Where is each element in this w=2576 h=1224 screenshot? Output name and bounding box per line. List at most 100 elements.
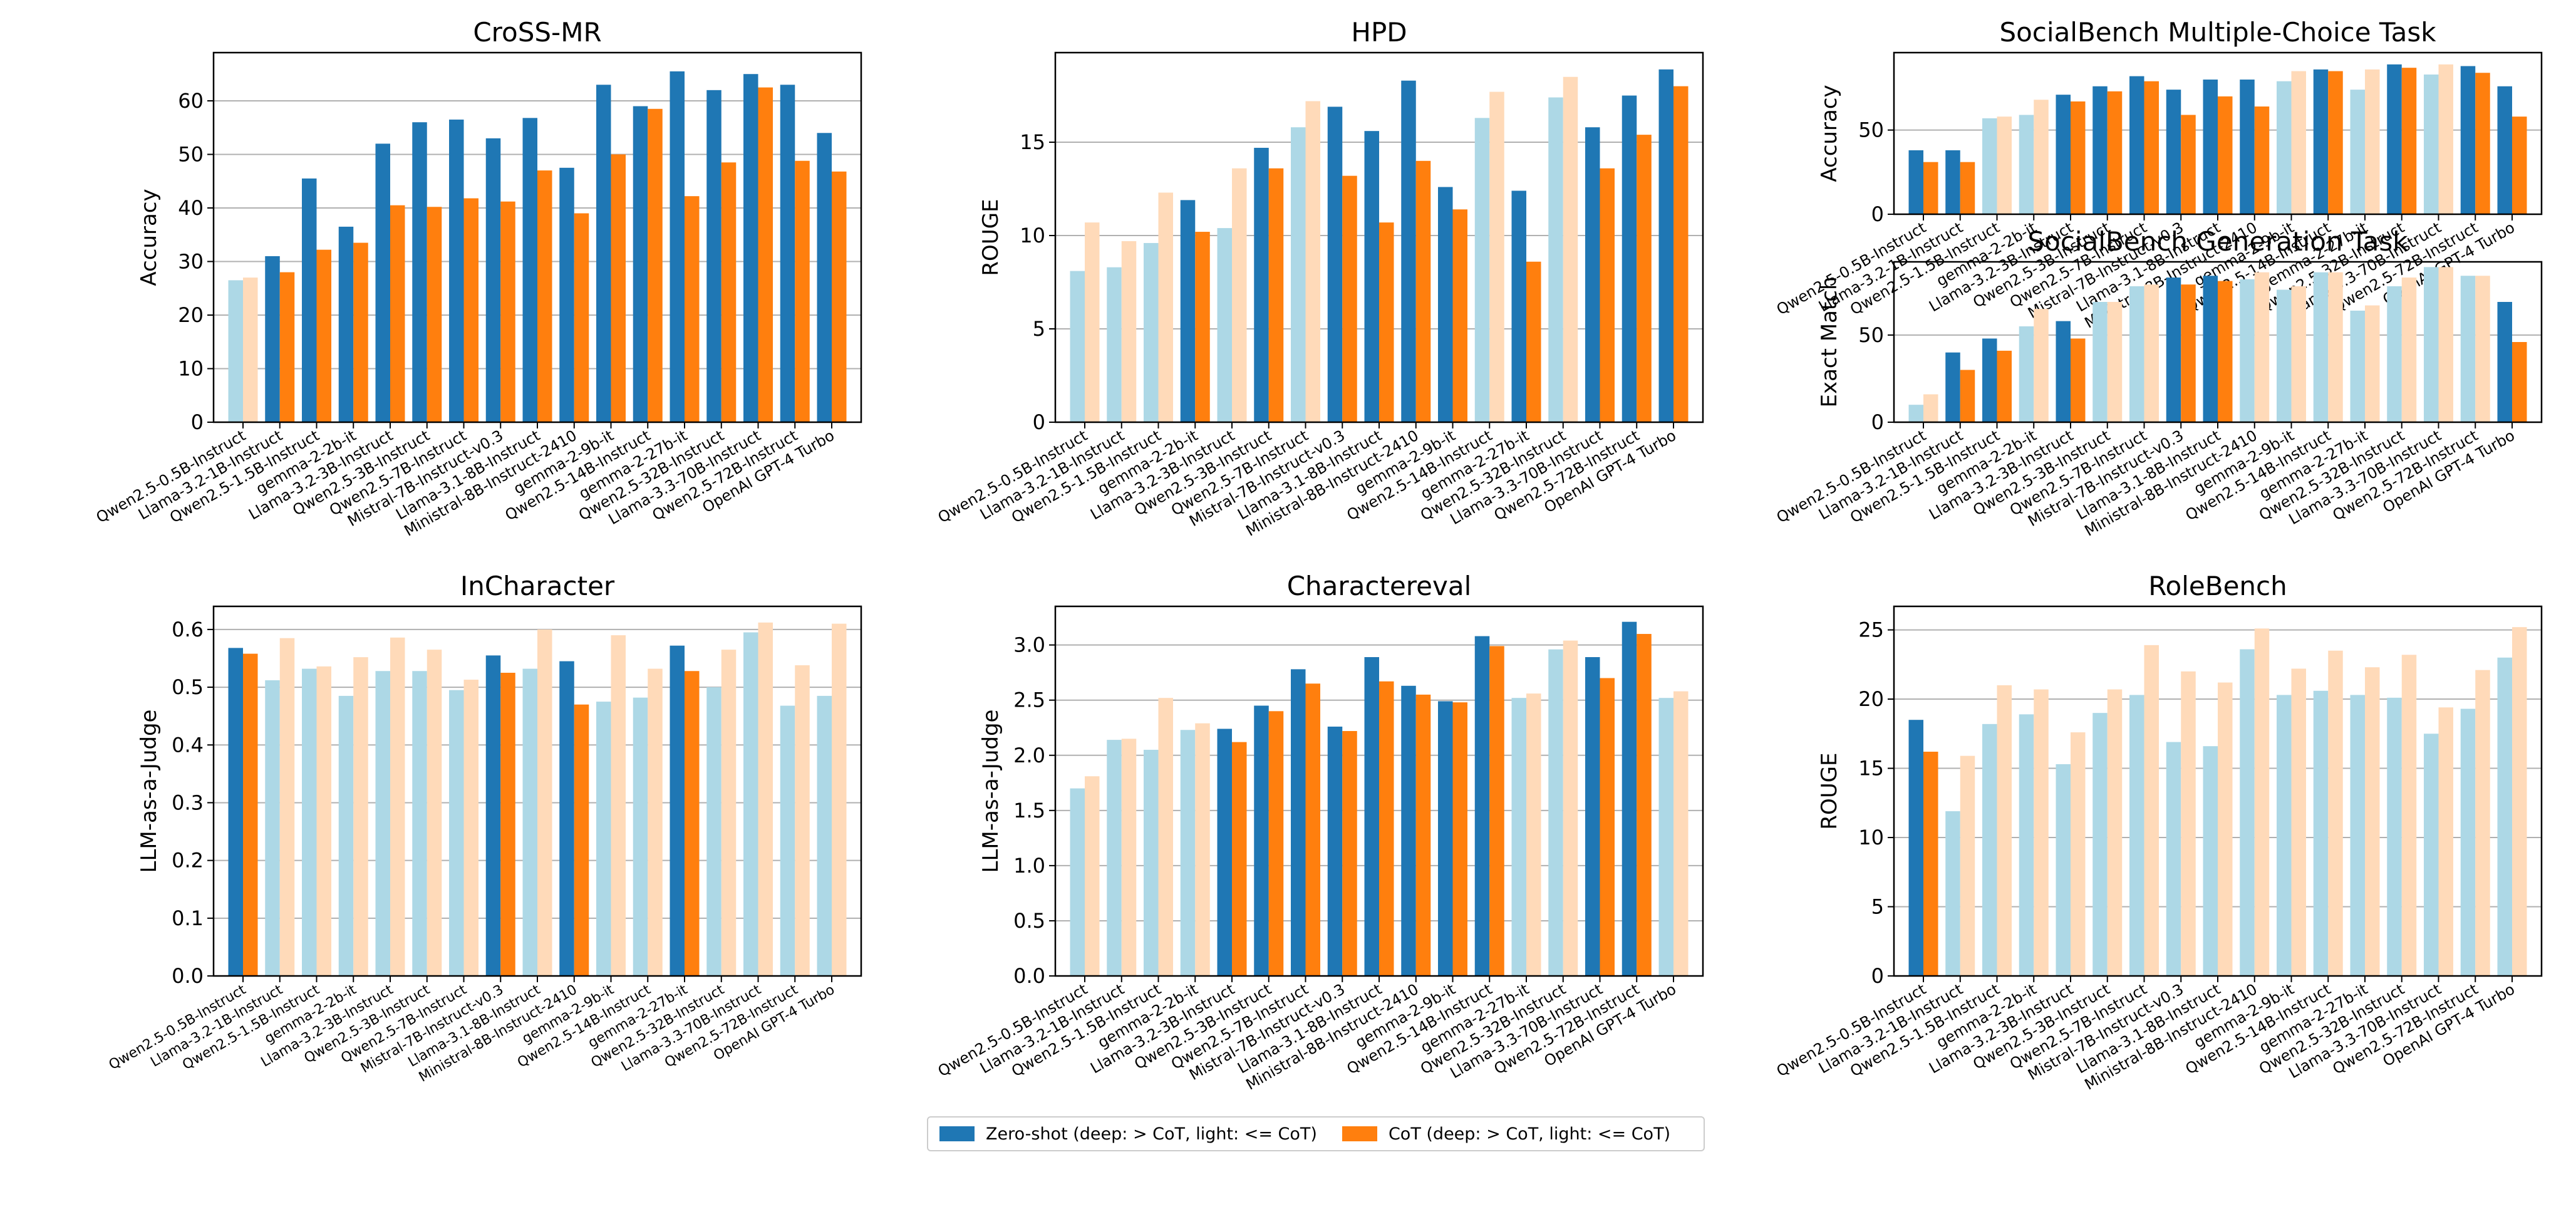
bar-cot-qwen2-5-7b-instruct <box>1305 683 1320 976</box>
bar-zero-shot-qwen2-5-3b-instruct <box>412 671 427 976</box>
bar-cot-gemma-2-27b-it <box>2365 667 2380 976</box>
bar-cot-llama-3-2-1b-instruct <box>279 272 295 422</box>
bar-zero-shot-qwen2-5-32b-instruct <box>1548 97 1563 423</box>
y-axis-label: Accuracy <box>1817 85 1842 182</box>
bar-zero-shot-qwen2-5-0-5b-instruct <box>1908 720 1923 976</box>
bar-cot-qwen2-5-14b-instruct <box>648 108 663 423</box>
y-tick-label: 3.0 <box>1013 633 1045 657</box>
bar-zero-shot-llama-3-2-1b-instruct <box>1107 267 1122 422</box>
bar-cot-gemma-2-27b-it <box>1526 693 1541 976</box>
bar-cot-qwen2-5-32b-instruct <box>2401 68 2417 214</box>
bar-cot-mistral-7b-instruct-v0-3 <box>2181 671 2196 976</box>
y-tick-label: 30 <box>178 249 204 273</box>
bar-cot-llama-3-3-70b-instruct <box>2438 707 2453 976</box>
bar-zero-shot-gemma-2-2b-it <box>2019 326 2034 422</box>
bar-zero-shot-gemma-2-27b-it <box>2350 695 2365 976</box>
bar-cot-qwen2-5-72b-instruct <box>2475 276 2490 422</box>
bar-zero-shot-qwen2-5-3b-instruct <box>412 122 427 422</box>
bar-cot-qwen2-5-3b-instruct <box>427 650 442 976</box>
bar-cot-llama-3-2-1b-instruct <box>1960 755 1975 976</box>
bar-cot-ministral-8b-instruct-2410 <box>574 213 589 422</box>
bar-cot-qwen2-5-7b-instruct <box>2144 81 2159 214</box>
bar-cot-mistral-7b-instruct-v0-3 <box>2181 284 2196 422</box>
bar-zero-shot-qwen2-5-0-5b-instruct <box>1908 405 1923 422</box>
bar-cot-qwen2-5-1-5b-instruct <box>316 666 331 976</box>
legend-item-zero-shot: Zero-shot (deep: > CoT, light: <= CoT) <box>939 1124 1317 1144</box>
bar-cot-openai-gpt-4-turbo <box>2512 342 2527 422</box>
y-tick-label: 0.2 <box>172 849 204 873</box>
bar-cot-llama-3-2-1b-instruct <box>1960 370 1975 422</box>
bar-cot-qwen2-5-14b-instruct <box>2328 650 2343 976</box>
bar-zero-shot-qwen2-5-14b-instruct <box>2313 69 2329 214</box>
bar-zero-shot-ministral-8b-instruct-2410 <box>1401 685 1416 976</box>
chart-title: Charactereval <box>1287 571 1472 601</box>
bar-cot-ministral-8b-instruct-2410 <box>1415 160 1431 422</box>
bar-cot-qwen2-5-72b-instruct <box>795 160 810 422</box>
bar-cot-mistral-7b-instruct-v0-3 <box>1342 175 1357 422</box>
bar-cot-llama-3-1-8b-instruct <box>1379 222 1394 422</box>
bar-zero-shot-ministral-8b-instruct-2410 <box>559 167 574 422</box>
bar-zero-shot-qwen2-5-1-5b-instruct <box>1144 749 1159 976</box>
bar-cot-llama-3-3-70b-instruct <box>758 87 773 422</box>
bar-cot-qwen2-5-72b-instruct <box>1637 634 1652 976</box>
bar-zero-shot-openai-gpt-4-turbo <box>1658 698 1673 976</box>
bar-cot-qwen2-5-7b-instruct <box>2144 645 2159 976</box>
bar-zero-shot-llama-3-3-70b-instruct <box>1585 127 1600 422</box>
bar-zero-shot-qwen2-5-32b-instruct <box>2387 286 2402 422</box>
bar-cot-qwen2-5-3b-instruct <box>1268 168 1284 422</box>
bar-zero-shot-llama-3-2-1b-instruct <box>265 680 280 976</box>
bar-cot-openai-gpt-4-turbo <box>1673 691 1689 976</box>
bar-zero-shot-llama-3-3-70b-instruct <box>2424 267 2439 422</box>
bar-zero-shot-mistral-7b-instruct-v0-3 <box>2166 277 2181 422</box>
bar-cot-qwen2-5-72b-instruct <box>1637 135 1652 422</box>
axes-frame <box>1054 51 1704 423</box>
legend-label-zero-shot: Zero-shot (deep: > CoT, light: <= CoT) <box>986 1124 1317 1144</box>
bar-cot-gemma-2-9b-it <box>2291 286 2306 422</box>
bar-zero-shot-gemma-2-27b-it <box>1511 698 1526 976</box>
y-axis-label: LLM-as-a-Judge <box>978 710 1003 873</box>
y-tick-label: 0 <box>1033 410 1045 434</box>
y-tick-label: 5 <box>1033 317 1045 341</box>
bar-zero-shot-qwen2-5-0-5b-instruct <box>1908 150 1923 214</box>
bar-zero-shot-llama-3-2-1b-instruct <box>1945 352 1960 422</box>
bar-cot-llama-3-2-3b-instruct <box>1232 742 1247 976</box>
y-tick-label: 0.3 <box>172 791 204 814</box>
bar-cot-gemma-2-9b-it <box>1452 209 1467 422</box>
y-tick-label: 0.5 <box>172 675 204 699</box>
bar-zero-shot-llama-3-2-3b-instruct <box>1217 228 1232 422</box>
bar-cot-llama-3-2-3b-instruct <box>2071 732 2086 976</box>
bar-zero-shot-qwen2-5-7b-instruct <box>1291 669 1306 976</box>
axes-frame <box>1054 605 1704 977</box>
bar-zero-shot-gemma-2-9b-it <box>1438 187 1453 422</box>
bar-zero-shot-qwen2-5-3b-instruct <box>2092 713 2108 976</box>
y-axis-label: Accuracy <box>137 189 162 286</box>
bar-zero-shot-ministral-8b-instruct-2410 <box>1401 80 1416 423</box>
bar-cot-qwen2-5-14b-instruct <box>648 668 663 976</box>
bar-cot-qwen2-5-7b-instruct <box>463 680 478 976</box>
bar-cot-qwen2-5-3b-instruct <box>1268 711 1284 976</box>
bar-cot-mistral-7b-instruct-v0-3 <box>500 673 515 976</box>
axes-frame <box>212 51 862 423</box>
bar-cot-gemma-2-27b-it <box>1526 261 1541 422</box>
y-tick-label: 0 <box>191 410 204 434</box>
bar-cot-qwen2-5-32b-instruct <box>721 650 737 976</box>
y-tick-label: 2.0 <box>1013 744 1045 767</box>
y-tick-label: 25 <box>1858 618 1884 642</box>
bar-zero-shot-llama-3-2-3b-instruct <box>2056 321 2071 422</box>
bar-zero-shot-llama-3-1-8b-instruct <box>1364 657 1379 976</box>
bar-cot-qwen2-5-7b-instruct <box>2144 284 2159 422</box>
bar-zero-shot-qwen2-5-72b-instruct <box>780 85 795 423</box>
bar-zero-shot-mistral-7b-instruct-v0-3 <box>1327 106 1343 423</box>
bar-cot-qwen2-5-72b-instruct <box>795 665 810 976</box>
bar-zero-shot-qwen2-5-7b-instruct <box>1291 127 1306 422</box>
bar-cot-llama-3-2-1b-instruct <box>279 638 295 976</box>
y-tick-label: 0 <box>1871 410 1884 434</box>
bar-zero-shot-llama-3-3-70b-instruct <box>2424 74 2439 214</box>
chart-title: CroSS-MR <box>473 17 601 48</box>
bar-zero-shot-qwen2-5-1-5b-instruct <box>1982 118 1997 214</box>
bar-cot-gemma-2-27b-it <box>685 671 700 976</box>
bar-cot-qwen2-5-72b-instruct <box>2475 670 2490 976</box>
bar-zero-shot-qwen2-5-0-5b-instruct <box>1070 788 1085 976</box>
bar-cot-gemma-2-2b-it <box>1195 723 1210 976</box>
bar-cot-gemma-2-2b-it <box>2034 309 2049 422</box>
